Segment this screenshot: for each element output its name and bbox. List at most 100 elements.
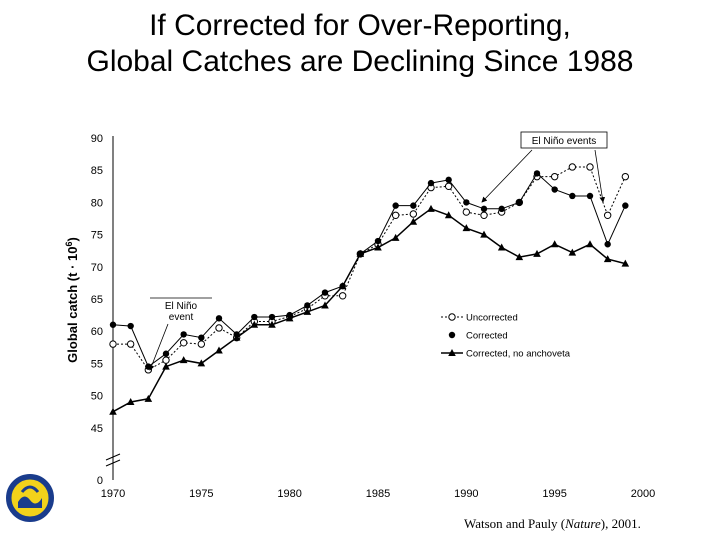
y-tick-65: 65 (91, 294, 103, 306)
y-tick-60: 60 (91, 326, 103, 338)
data-point (444, 182, 453, 191)
y-tick-45: 45 (91, 423, 103, 435)
y-axis-label-close: ) (65, 237, 80, 241)
series-line-0 (113, 166, 626, 371)
data-point (409, 217, 418, 225)
el-nino-events-arrow-1 (481, 149, 533, 203)
y-tick-75: 75 (91, 230, 103, 242)
data-point (251, 313, 258, 321)
data-point (126, 398, 135, 406)
y-axis-label-sup: 6 (64, 242, 74, 247)
data-point (427, 204, 435, 212)
x-tick-1985: 1985 (366, 488, 390, 500)
x-tick-1980: 1980 (277, 488, 301, 500)
y-tick-50: 50 (91, 391, 103, 403)
el-nino-events-box (520, 131, 608, 149)
data-point (604, 241, 611, 248)
x-tick-1970: 1970 (101, 488, 125, 500)
series-2 (109, 204, 630, 415)
data-point (127, 322, 134, 330)
data-point (268, 320, 276, 328)
legend-entry-1: Corrected (448, 331, 508, 342)
slide-title: If Corrected for Over-Reporting, Global … (0, 8, 720, 80)
data-point (285, 314, 294, 322)
title-line-2: Global Catches are Declining Since 1988 (86, 45, 634, 78)
y-tick-labels: 45 50 55 60 65 70 75 80 85 90 (91, 133, 103, 435)
data-point (622, 202, 629, 209)
el-nino-event-annotation: El Niño event (149, 297, 212, 371)
el-nino-events-arrow-2 (594, 149, 606, 203)
data-point (144, 394, 153, 402)
x-tick-2000: 2000 (631, 488, 655, 500)
legend-entry-0: Uncorrected (441, 313, 518, 324)
el-nino-events-text: El Niño events (532, 136, 596, 147)
data-point (603, 211, 612, 219)
data-point (621, 172, 630, 181)
data-point (603, 255, 612, 263)
data-point (516, 199, 523, 206)
legend-marker (448, 349, 456, 356)
x-tick-1975: 1975 (189, 488, 213, 500)
title-line-1: If Corrected for Over-Reporting, (149, 9, 571, 42)
data-point (374, 243, 382, 251)
data-point (321, 301, 329, 309)
data-point (550, 172, 559, 181)
data-point (303, 307, 312, 315)
data-point (109, 321, 117, 328)
data-point (586, 163, 594, 171)
data-point (162, 356, 170, 364)
data-point (444, 211, 453, 219)
legend-label: Uncorrected (466, 313, 518, 324)
data-point (304, 302, 311, 309)
el-nino-events-annotation: El Niño events (481, 131, 608, 203)
data-point (551, 186, 558, 193)
data-point (409, 210, 418, 218)
y-tick-55: 55 (91, 358, 103, 370)
legend-entry-2: Corrected, no anchoveta (441, 349, 571, 360)
data-point (232, 333, 241, 341)
el-nino-event-line-2: event (169, 312, 194, 323)
data-point (197, 359, 206, 367)
data-point (338, 282, 347, 290)
data-point (533, 170, 541, 177)
data-point (568, 163, 577, 171)
data-point (197, 340, 206, 348)
data-point (109, 407, 117, 415)
x-tick-1995: 1995 (542, 488, 566, 500)
data-point (515, 253, 524, 261)
data-point (374, 237, 382, 245)
data-point (462, 224, 471, 232)
data-point (462, 208, 471, 216)
credit-prefix: Watson and Pauly ( (464, 516, 566, 531)
data-point (410, 202, 417, 209)
data-point (338, 292, 347, 300)
data-point (162, 350, 170, 357)
data-point (162, 362, 170, 370)
chart-axes: 0 Global catch (t · 106) (64, 136, 121, 487)
legend-label: Corrected, no anchoveta (466, 349, 571, 360)
data-point (463, 199, 470, 206)
data-point (179, 356, 188, 364)
data-point (126, 340, 135, 348)
data-point (497, 243, 506, 251)
data-point (392, 202, 399, 209)
series-line-2 (112, 207, 626, 413)
data-point (445, 176, 452, 184)
data-point (215, 324, 223, 332)
data-point (180, 331, 187, 338)
data-point (533, 249, 541, 257)
el-nino-event-arrow (149, 323, 169, 371)
data-point (391, 233, 400, 241)
data-point (480, 230, 488, 238)
y-tick-90: 90 (91, 133, 103, 145)
y-axis-label-main: Global catch (t · 10 (65, 247, 80, 363)
credit-suffix: ), 2001. (600, 516, 641, 531)
series-line-1 (112, 172, 626, 368)
data-point (621, 259, 630, 267)
credit-journal: Nature (565, 516, 601, 531)
data-point (498, 205, 505, 213)
data-point (550, 240, 559, 248)
data-point (480, 205, 488, 213)
y-axis-zero-label: 0 (97, 475, 103, 487)
